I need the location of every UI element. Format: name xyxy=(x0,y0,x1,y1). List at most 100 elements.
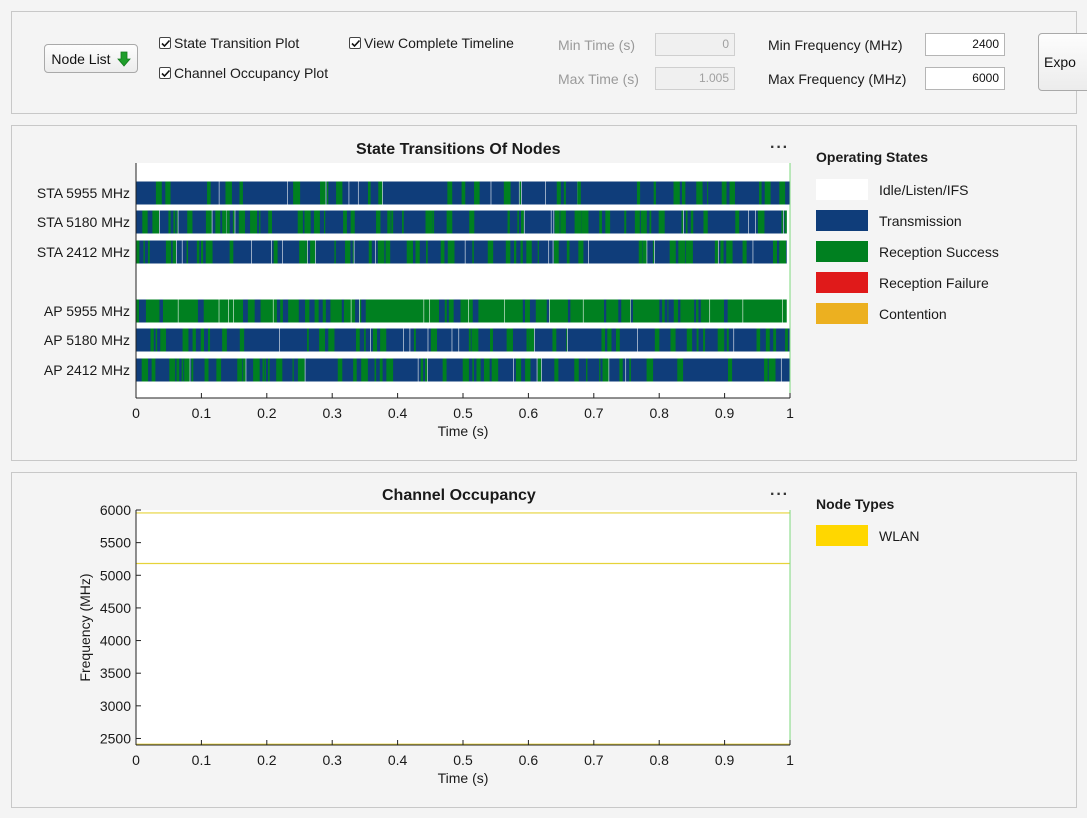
state-segment xyxy=(207,181,211,205)
state-segment xyxy=(200,328,205,352)
idle-gap xyxy=(409,328,411,352)
state-segment xyxy=(361,299,366,323)
state-segment xyxy=(668,299,674,323)
state-row-4 xyxy=(136,328,790,352)
state-segment xyxy=(772,240,777,264)
state-segment xyxy=(368,240,372,264)
idle-gap xyxy=(683,210,684,234)
state-segment xyxy=(483,358,490,382)
state-segment xyxy=(602,358,609,382)
state-segment xyxy=(698,299,701,323)
x-tick-label: 0.7 xyxy=(584,752,604,768)
channel-occupancy-plot-checkbox[interactable]: Channel Occupancy Plot xyxy=(159,65,328,81)
min-time-field[interactable]: 0 xyxy=(655,33,735,56)
state-segment xyxy=(629,358,631,382)
state-segment xyxy=(638,240,643,264)
state-segment xyxy=(707,181,709,205)
state-row-3 xyxy=(136,299,791,323)
state-segment xyxy=(604,299,607,323)
state-segment xyxy=(402,210,404,234)
state-segment xyxy=(726,240,733,264)
idle-gap xyxy=(742,299,744,323)
idle-gap xyxy=(357,181,359,205)
legend-swatch xyxy=(816,210,868,231)
x-tick-label: 0.2 xyxy=(257,405,277,421)
state-segment xyxy=(605,210,611,234)
y-tick-label: 6000 xyxy=(100,502,131,518)
idle-gap xyxy=(709,299,711,323)
state-segment xyxy=(784,210,787,234)
more-options-icon[interactable]: ··· xyxy=(770,139,789,156)
state-segment xyxy=(151,358,156,382)
state-transitions-chart: STA 5955 MHz STA 5180 MHz STA 2412 MHz AP 5… xyxy=(37,163,794,439)
state-segment xyxy=(364,328,366,352)
legend-item-transmission: Transmission xyxy=(816,210,962,231)
idle-gap xyxy=(177,210,179,234)
state-segment xyxy=(262,358,265,382)
state-segment xyxy=(764,181,771,205)
state-segment xyxy=(292,358,294,382)
min-frequency-field[interactable]: 2400 xyxy=(925,33,1005,56)
state-segment xyxy=(205,240,213,264)
state-segment xyxy=(352,240,354,264)
export-button[interactable]: Expo xyxy=(1038,33,1087,91)
state-segment xyxy=(325,299,331,323)
legend-swatch xyxy=(816,303,868,324)
idle-gap xyxy=(279,328,280,352)
view-complete-timeline-checkbox[interactable]: View Complete Timeline xyxy=(349,35,514,51)
state-segment xyxy=(155,328,158,352)
state-segment xyxy=(642,240,647,264)
x-tick-label: 0.8 xyxy=(649,752,669,768)
x-tick-label: 0.6 xyxy=(519,752,539,768)
idle-gap xyxy=(427,358,428,382)
idle-gap xyxy=(534,328,535,352)
state-segment xyxy=(267,358,270,382)
state-segment xyxy=(517,210,519,234)
state-segment xyxy=(560,210,566,234)
state-bar xyxy=(136,299,787,323)
state-transition-plot-checkbox[interactable]: State Transition Plot xyxy=(159,35,299,51)
idle-gap xyxy=(464,240,466,264)
state-segment xyxy=(768,358,776,382)
state-segment xyxy=(505,240,511,264)
state-segment xyxy=(196,240,200,264)
legend-item-reception-success: Reception Success xyxy=(816,241,999,262)
idle-gap xyxy=(752,240,754,264)
idle-gap xyxy=(251,240,252,264)
legend-swatch xyxy=(816,272,868,293)
state-segment xyxy=(703,210,708,234)
state-segment xyxy=(727,358,733,382)
state-segment xyxy=(254,299,261,323)
x-tick-label: 0.2 xyxy=(257,752,277,768)
state-segment xyxy=(356,328,360,352)
state-segment xyxy=(552,328,557,352)
idle-gap xyxy=(282,240,283,264)
x-tick-label: 0.3 xyxy=(322,752,342,768)
x-tick-label: 0.5 xyxy=(453,405,473,421)
state-segment xyxy=(310,240,316,264)
state-segment xyxy=(438,299,445,323)
node-list-button[interactable]: Node List xyxy=(44,44,138,73)
state-segment xyxy=(139,299,146,323)
state-segment xyxy=(239,181,243,205)
state-segment xyxy=(426,240,428,264)
x-axis-label: Time (s) xyxy=(438,423,489,439)
state-segment xyxy=(461,181,466,205)
state-segment xyxy=(215,210,221,234)
idle-gap xyxy=(304,358,306,382)
max-time-field[interactable]: 1.005 xyxy=(655,67,735,90)
state-segment xyxy=(276,358,283,382)
state-segment xyxy=(391,210,394,234)
idle-gap xyxy=(545,181,546,205)
state-segment xyxy=(143,240,145,264)
toolbar-panel: Node List State Transition Plot Channel … xyxy=(11,11,1087,114)
idle-gap xyxy=(608,358,610,382)
x-tick-label: 0.5 xyxy=(453,752,473,768)
state-segment xyxy=(184,358,190,382)
state-segment xyxy=(670,328,676,352)
idle-gap xyxy=(307,240,308,264)
state-segment xyxy=(192,328,196,352)
more-options-icon[interactable]: ··· xyxy=(770,486,789,503)
legend-item-reception-failure: Reception Failure xyxy=(816,272,989,293)
max-frequency-field[interactable]: 6000 xyxy=(925,67,1005,90)
